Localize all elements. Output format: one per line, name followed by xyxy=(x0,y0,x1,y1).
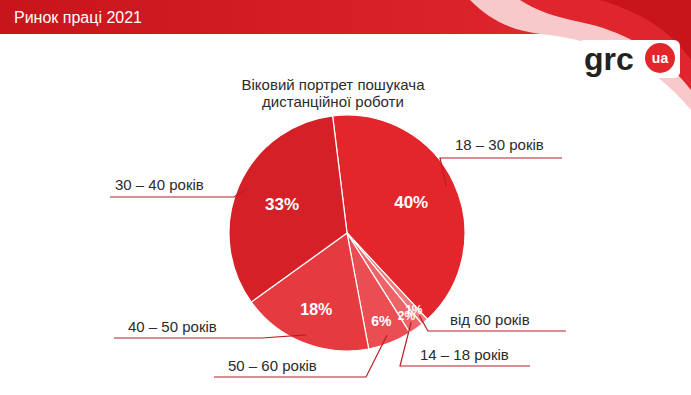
leader-line xyxy=(440,158,562,187)
category-label: 14 – 18 років xyxy=(420,346,509,363)
category-label: 30 – 40 років xyxy=(115,176,204,193)
chart-title: Віковий портрет пошукача дистанційної ро… xyxy=(228,76,438,110)
category-label: від 60 років xyxy=(450,311,530,328)
data-label: 33% xyxy=(265,195,299,214)
category-label: 50 – 60 років xyxy=(228,357,317,374)
page: Ринок праці 2021grcua40%18 – 30 років1%в… xyxy=(0,0,691,395)
category-label: 40 – 50 років xyxy=(128,318,217,335)
data-label: 18% xyxy=(300,301,332,318)
category-label: 18 – 30 років xyxy=(455,136,544,153)
pie-slice xyxy=(229,116,347,302)
data-label: 40% xyxy=(394,193,428,212)
leader-line xyxy=(114,335,306,338)
logo-bg xyxy=(578,40,680,78)
logo-badge xyxy=(645,43,675,73)
header-title: Ринок праці 2021 xyxy=(14,9,142,26)
logo: grc ua xyxy=(578,40,680,78)
header-swoosh xyxy=(520,0,691,90)
pie xyxy=(229,115,465,351)
canvas: Ринок праці 2021grcua40%18 – 30 років1%в… xyxy=(0,0,691,395)
leader-line xyxy=(214,335,387,377)
logo-badge-text: ua xyxy=(652,50,669,66)
data-label: 2% xyxy=(398,309,416,323)
header-swoosh xyxy=(470,0,691,110)
logo-text: grc xyxy=(584,41,634,77)
header: Ринок праці 2021 xyxy=(0,0,691,395)
leader-line xyxy=(400,322,530,366)
data-label: 6% xyxy=(371,313,392,329)
labels: 40%18 – 30 років1%від 60 років2%14 – 18 … xyxy=(110,136,566,377)
